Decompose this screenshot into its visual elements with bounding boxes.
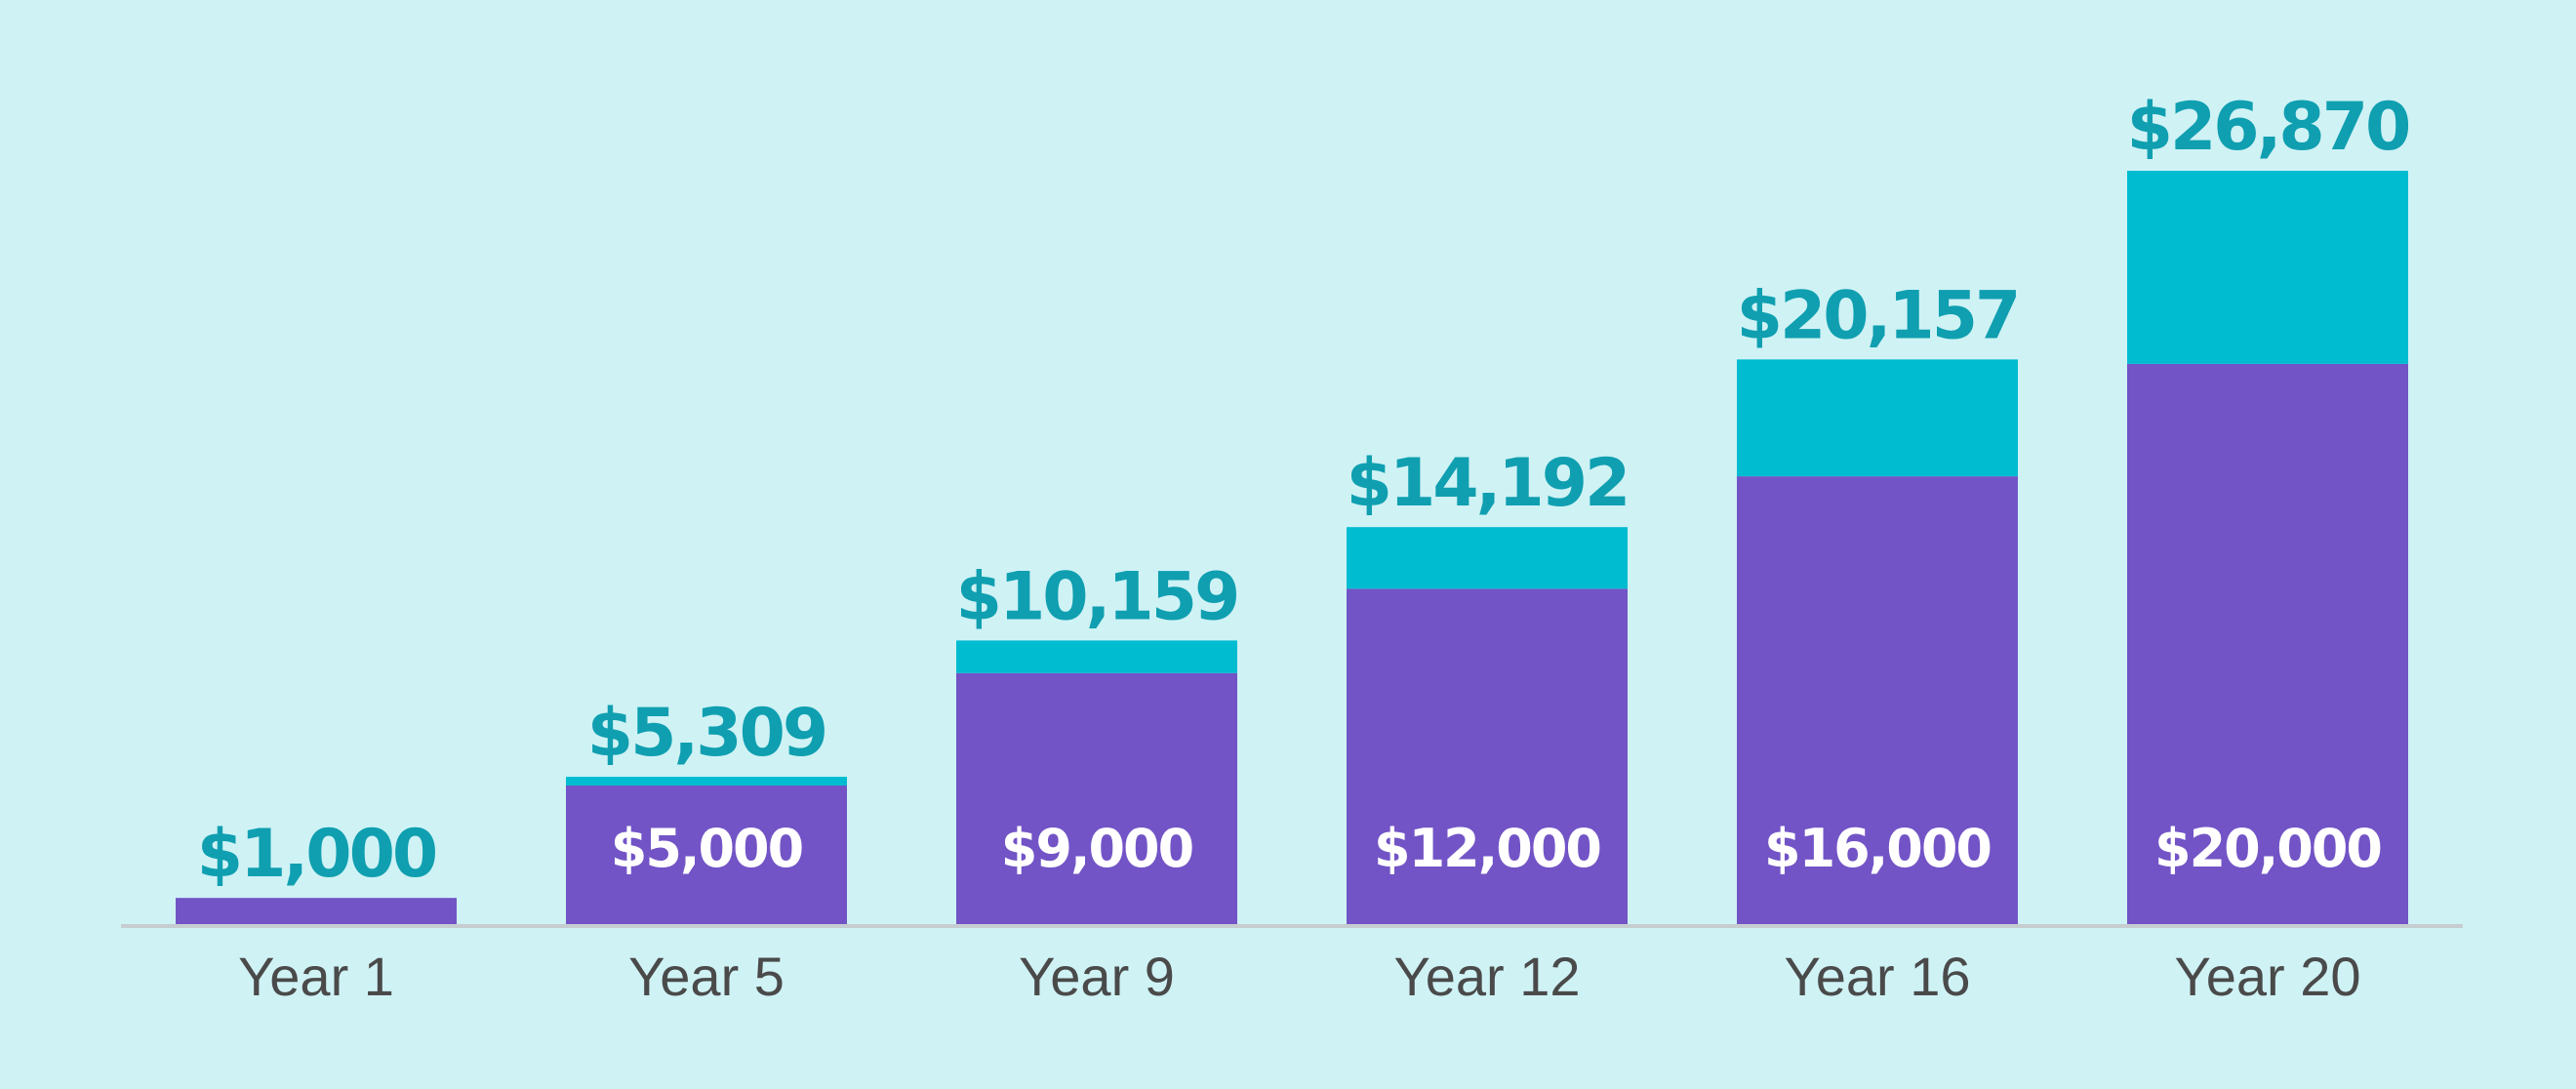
total-label-5: $26,870 [2127, 89, 2409, 166]
inner-label-5: $20,000 [2154, 818, 2381, 879]
bar-growth-5 [2127, 171, 2408, 364]
x-tick-label-1: Year 5 [628, 946, 785, 1007]
x-tick-label-2: Year 9 [1019, 946, 1175, 1007]
bar-base-2 [956, 672, 1237, 926]
x-tick-label-3: Year 12 [1394, 946, 1581, 1007]
bar-base-0 [176, 898, 457, 926]
bars-group [176, 171, 2408, 926]
labels-group: $1,000 Year 1 $5,309 $5,000 Year 5 $10,159 $9,… [197, 89, 2412, 1007]
total-label-4: $20,157 [1737, 277, 2019, 354]
total-label-3: $14,192 [1347, 445, 1629, 522]
inner-label-4: $16,000 [1764, 818, 1991, 879]
inner-label-2: $9,000 [1001, 818, 1192, 879]
total-label-0: $1,000 [197, 816, 436, 893]
bar-base-5 [2127, 363, 2408, 926]
bar-growth-4 [1737, 359, 2018, 477]
bar-growth-3 [1347, 527, 1628, 589]
x-tick-label-5: Year 20 [2175, 946, 2361, 1007]
total-label-2: $10,159 [956, 558, 1238, 635]
inner-label-1: $5,000 [611, 818, 802, 879]
bar-base-4 [1737, 476, 2018, 926]
inner-label-3: $12,000 [1374, 818, 1600, 879]
x-tick-label-0: Year 1 [238, 946, 394, 1007]
x-tick-label-4: Year 16 [1785, 946, 1971, 1007]
total-label-1: $5,309 [587, 695, 825, 772]
bar-base-1 [566, 785, 847, 926]
bar-growth-2 [956, 640, 1237, 673]
bar-base-3 [1347, 588, 1628, 926]
bar-growth-1 [566, 777, 847, 786]
